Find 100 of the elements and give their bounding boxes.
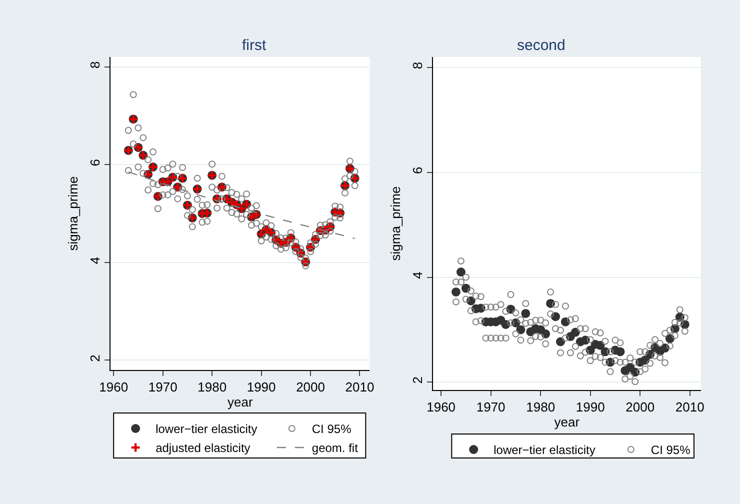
- point: [492, 334, 500, 342]
- point: [140, 134, 147, 142]
- point: [248, 204, 255, 212]
- point: [228, 209, 236, 216]
- point: [307, 239, 314, 246]
- point: [551, 312, 560, 322]
- point: [542, 319, 550, 326]
- point: [616, 358, 624, 366]
- point: [572, 315, 579, 322]
- point: [527, 337, 534, 344]
- point: [661, 359, 668, 366]
- point: [606, 348, 614, 356]
- point: [258, 237, 265, 244]
- point: [566, 316, 574, 324]
- point: [517, 316, 524, 324]
- point: [208, 160, 216, 168]
- point: [517, 336, 524, 344]
- point: [502, 308, 510, 315]
- point: [150, 148, 157, 156]
- x-tick-label: 2000: [296, 380, 325, 395]
- point: [322, 232, 329, 239]
- point: [622, 358, 629, 366]
- point: [154, 205, 162, 212]
- point: [159, 191, 166, 198]
- point: [497, 334, 504, 342]
- point: [228, 188, 236, 196]
- y-tick-label: 8: [87, 61, 102, 68]
- point: [312, 231, 319, 238]
- point: [522, 300, 530, 307]
- point: [268, 236, 275, 243]
- point: [174, 195, 182, 202]
- point: [188, 223, 196, 230]
- point: [307, 248, 314, 256]
- point: [124, 166, 132, 174]
- point: [477, 317, 484, 324]
- point: [592, 328, 599, 336]
- point: [636, 368, 644, 376]
- point: [497, 301, 504, 308]
- point: [546, 298, 556, 308]
- point: [547, 288, 554, 296]
- point: [676, 319, 684, 326]
- legend-label: adjusted elasticity: [156, 441, 250, 456]
- y-tick-label: 6: [410, 166, 425, 174]
- point: [248, 222, 255, 229]
- point: [198, 202, 206, 209]
- point: [233, 210, 240, 218]
- point: [616, 339, 624, 346]
- point: [272, 230, 280, 238]
- point: [586, 357, 594, 364]
- point: [204, 218, 211, 225]
- y-tick-label: 2: [87, 354, 102, 362]
- point: [477, 293, 484, 300]
- point: [312, 240, 319, 248]
- point: [341, 175, 348, 182]
- point: [179, 186, 186, 194]
- point: [556, 326, 564, 334]
- point: [632, 358, 639, 366]
- point: [292, 248, 300, 256]
- point: [258, 223, 265, 230]
- point: [616, 347, 625, 356]
- point: [169, 160, 176, 168]
- point: [282, 234, 290, 242]
- point: [204, 201, 211, 208]
- point: [646, 360, 654, 367]
- x-tick-label: 1980: [526, 400, 556, 415]
- y-axis-title: sigma_prime: [388, 186, 403, 261]
- point: [252, 220, 260, 227]
- point: [332, 202, 339, 210]
- point: [341, 189, 348, 196]
- point: [552, 325, 560, 332]
- point: [194, 196, 201, 203]
- point: [302, 262, 310, 270]
- point: [681, 314, 688, 322]
- point: [467, 287, 474, 294]
- point: [154, 181, 162, 188]
- point: [676, 306, 684, 314]
- point: [602, 358, 609, 366]
- point: [502, 334, 510, 342]
- point: [606, 368, 614, 376]
- point: [512, 330, 520, 338]
- point: [681, 328, 688, 335]
- point: [302, 254, 310, 262]
- point: [612, 357, 619, 364]
- point: [636, 348, 644, 356]
- point: [556, 337, 565, 346]
- x-axis-title: year: [227, 394, 254, 410]
- point: [671, 318, 678, 326]
- point: [336, 204, 344, 211]
- point: [179, 164, 186, 172]
- point: [457, 258, 464, 264]
- point: [194, 174, 201, 182]
- point: [144, 156, 152, 164]
- point: [582, 348, 589, 356]
- x-tick-label: 2010: [675, 400, 704, 415]
- point: [223, 204, 230, 212]
- point: [268, 222, 275, 230]
- point: [322, 221, 329, 228]
- x-tick-label: 1980: [198, 380, 227, 395]
- point: [562, 302, 569, 310]
- x-tick-label: 2000: [626, 400, 655, 415]
